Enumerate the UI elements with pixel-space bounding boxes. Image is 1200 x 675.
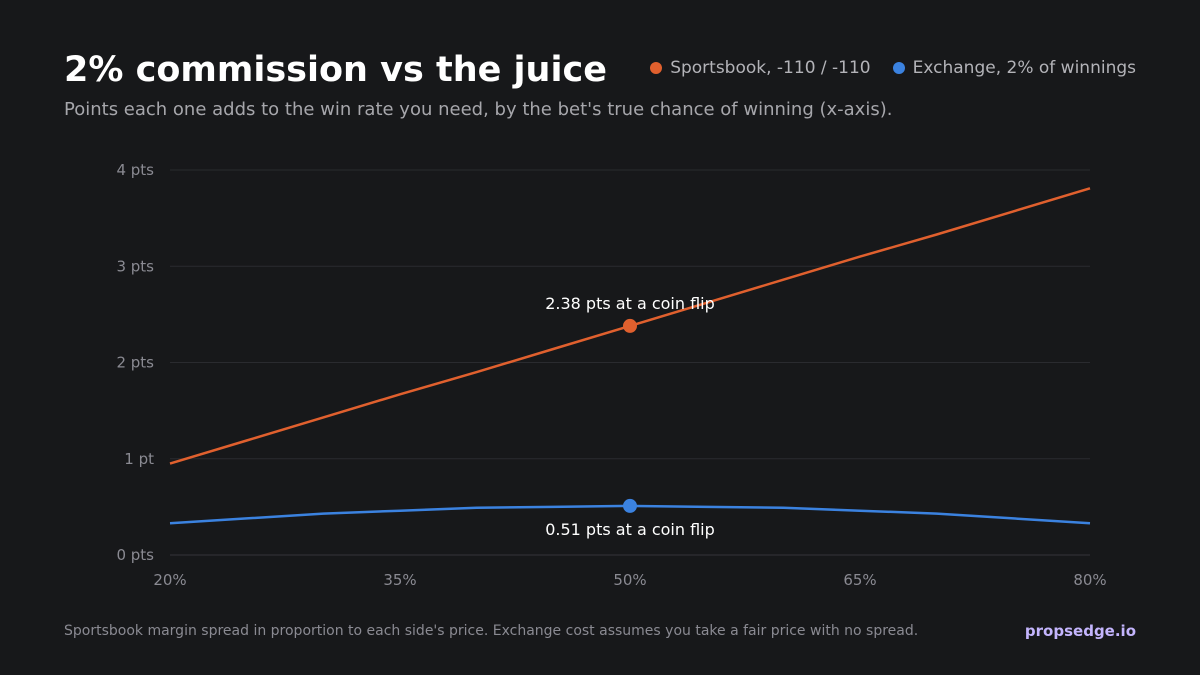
legend-label-exchange: Exchange, 2% of winnings: [912, 58, 1136, 78]
legend-item-exchange: Exchange, 2% of winnings: [892, 58, 1136, 78]
legend-dot-sportsbook: [650, 62, 663, 74]
footnote: Sportsbook margin spread in proportion t…: [64, 623, 919, 639]
y-tick-label-2: 2 pts: [116, 354, 154, 372]
x-tick-label-3: 65%: [843, 571, 876, 589]
y-tick-label-4: 4 pts: [116, 161, 154, 179]
y-tick-label-1: 1 pt: [124, 450, 154, 468]
y-tick-label-3: 3 pts: [116, 257, 154, 275]
annotation-label-1: 0.51 pts at a coin flip: [545, 520, 715, 539]
annotation-point-0: [623, 318, 637, 333]
chart-title: 2% commission vs the juice: [64, 50, 607, 90]
legend: Sportsbook, -110 / -110 Exchange, 2% of …: [650, 58, 1136, 78]
x-tick-label-1: 35%: [383, 571, 416, 589]
legend-label-sportsbook: Sportsbook, -110 / -110: [670, 58, 871, 78]
brand-label: propsedge.io: [1024, 622, 1136, 640]
annotation-label-0: 2.38 pts at a coin flip: [545, 294, 715, 313]
y-tick-label-0: 0 pts: [116, 546, 154, 564]
legend-item-sportsbook: Sportsbook, -110 / -110: [650, 58, 871, 78]
chart-subtitle: Points each one adds to the win rate you…: [64, 99, 893, 120]
x-tick-label-4: 80%: [1073, 571, 1106, 589]
x-tick-label-2: 50%: [613, 571, 646, 589]
x-tick-label-0: 20%: [153, 571, 186, 589]
legend-dot-exchange: [892, 62, 905, 74]
annotation-point-1: [623, 498, 637, 513]
